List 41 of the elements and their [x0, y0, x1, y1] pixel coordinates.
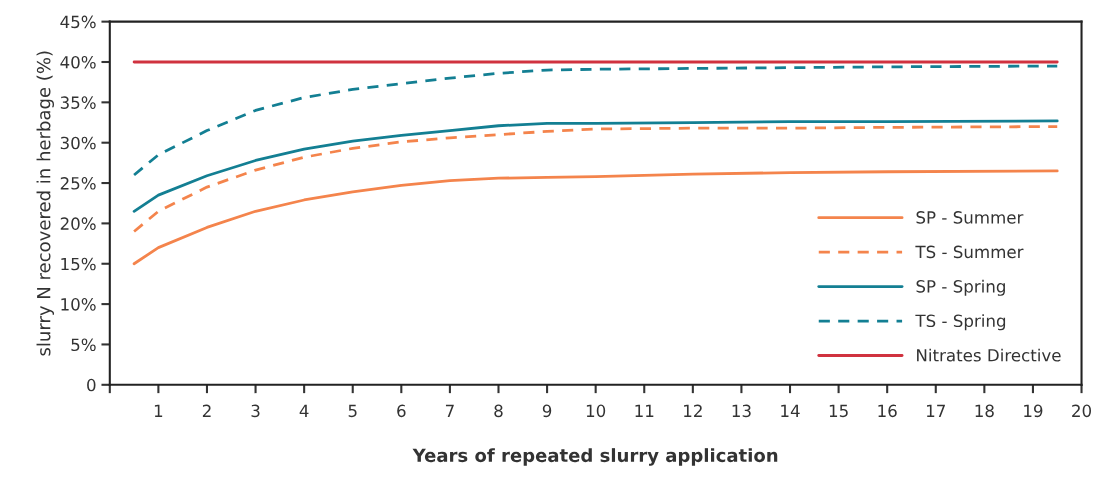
y-tick-label: 35% — [60, 96, 96, 109]
x-tick-label: 6 — [397, 404, 406, 418]
y-tick-label: 20% — [60, 217, 96, 230]
x-tick-label: 15 — [829, 404, 848, 418]
y-axis-title: slurry N recovered in herbage (%) — [36, 51, 55, 356]
x-tick-label: 3 — [251, 404, 260, 418]
x-tick-label: 7 — [445, 404, 454, 417]
x-tick-label: 8 — [494, 404, 503, 418]
y-tick-label: 45% — [60, 15, 96, 29]
x-tick-label: 14 — [781, 404, 800, 417]
x-tick-label: 10 — [586, 404, 606, 418]
y-tick-label: 30% — [60, 136, 96, 150]
legend-label: SP - Summer — [916, 211, 1024, 224]
x-axis-title: Years of repeated slurry application — [412, 448, 778, 466]
legend-label: Nitrates Directive — [917, 348, 1061, 362]
x-tick-label: 16 — [878, 404, 897, 418]
line-series — [132, 119, 1059, 213]
y-tick-label: 0 — [87, 378, 96, 392]
line-series — [132, 169, 1059, 266]
x-tick-label: 2 — [202, 404, 211, 417]
y-tick-label: 5% — [71, 338, 96, 352]
x-tick-label: 17 — [927, 404, 945, 417]
x-tick-label: 13 — [732, 404, 751, 418]
y-tick-label: 40% — [60, 55, 96, 69]
line-series — [132, 125, 1059, 233]
y-tick-label: 25% — [60, 177, 96, 190]
y-tick-label: 15% — [61, 257, 96, 271]
x-tick-label: 11 — [635, 404, 654, 417]
x-tick-label: 19 — [1024, 404, 1043, 418]
legend-label: TS - Summer — [915, 245, 1024, 259]
legend-label: SP - Spring — [916, 279, 1005, 296]
x-tick-label: 4 — [299, 404, 309, 417]
x-tick-label: 20 — [1072, 404, 1092, 418]
y-tick-label: 10% — [61, 298, 96, 311]
x-tick-label: 5 — [348, 404, 357, 418]
line-series — [132, 64, 1059, 177]
x-tick-label: 1 — [154, 404, 163, 417]
x-tick-label: 18 — [975, 404, 994, 418]
x-tick-label: 9 — [542, 404, 552, 418]
legend-label: TS - Spring — [915, 314, 1006, 331]
x-tick-label: 12 — [684, 404, 702, 417]
